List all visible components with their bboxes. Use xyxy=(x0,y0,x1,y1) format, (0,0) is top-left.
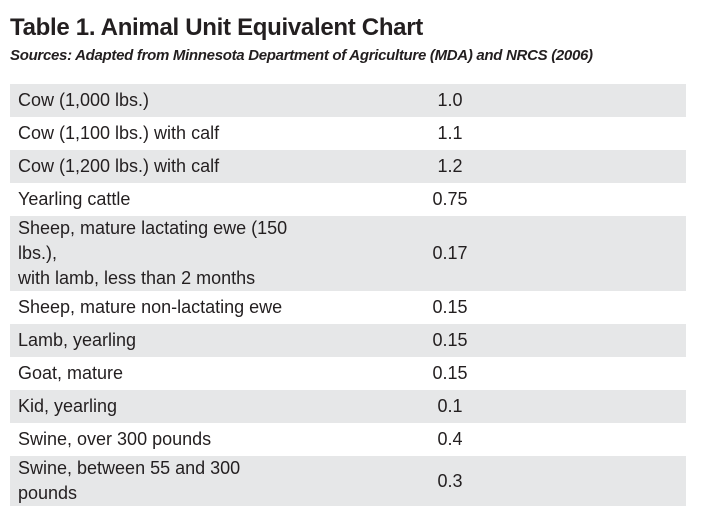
table-row: Cow (1,200 lbs.) with calf 1.2 xyxy=(10,150,686,183)
table-row: Cow (1,100 lbs.) with calf 1.1 xyxy=(10,117,686,150)
table-row: Cow (1,000 lbs.) 1.0 xyxy=(10,84,686,117)
animal-cell: Lamb, yearling xyxy=(18,330,137,350)
animal-cell: Kid, yearling xyxy=(18,396,118,416)
equivalent-cell: 0.1 xyxy=(437,396,463,416)
animal-cell: Cow (1,000 lbs.) xyxy=(18,90,150,110)
equivalent-cell: 0.15 xyxy=(432,363,468,383)
equivalent-cell: 1.1 xyxy=(437,123,463,143)
table-row: Swine, between 55 and 300 pounds 0.3 xyxy=(10,456,686,506)
table-row: Lamb, yearling 0.15 xyxy=(10,324,686,357)
table-row: Yearling cattle 0.75 xyxy=(10,183,686,216)
table-row: Swine, over 300 pounds 0.4 xyxy=(10,423,686,456)
table-row: Sheep, mature lactating ewe (150 lbs.), … xyxy=(10,216,686,291)
equivalent-cell: 1.0 xyxy=(437,90,463,110)
equivalent-cell: 0.4 xyxy=(437,429,463,449)
equivalent-cell: 0.3 xyxy=(437,470,463,491)
equivalent-cell: 0.17 xyxy=(432,243,468,263)
equivalent-cell: 1.2 xyxy=(437,156,463,176)
animal-cell: Swine, between 55 and 300 pounds xyxy=(18,458,241,503)
table-title: Table 1. Animal Unit Equivalent Chart xyxy=(10,14,423,41)
animal-cell: Sheep, mature lactating ewe (150 lbs.), … xyxy=(18,218,288,288)
equivalent-cell: 0.75 xyxy=(432,189,468,209)
animal-cell: Goat, mature xyxy=(18,363,124,383)
data-table: Cow (1,000 lbs.) 1.0 Cow (1,100 lbs.) with… xyxy=(10,84,686,506)
table-row: Goat, mature 0.15 xyxy=(10,357,686,390)
animal-cell: Yearling cattle xyxy=(18,189,131,209)
table-subtitle: Sources: Adapted from Minnesota Departme… xyxy=(10,47,593,64)
table-row: Kid, yearling 0.1 xyxy=(10,390,686,423)
animal-cell: Cow (1,200 lbs.) with calf xyxy=(18,156,220,176)
animal-cell: Swine, over 300 pounds xyxy=(18,429,212,449)
animal-cell: Sheep, mature non-lactating ewe xyxy=(18,297,283,317)
equivalent-cell: 0.15 xyxy=(432,297,468,317)
table-row: Sheep, mature non-lactating ewe 0.15 xyxy=(10,291,686,324)
animal-cell: Cow (1,100 lbs.) with calf xyxy=(18,123,220,143)
equivalent-cell: 0.15 xyxy=(432,330,468,350)
